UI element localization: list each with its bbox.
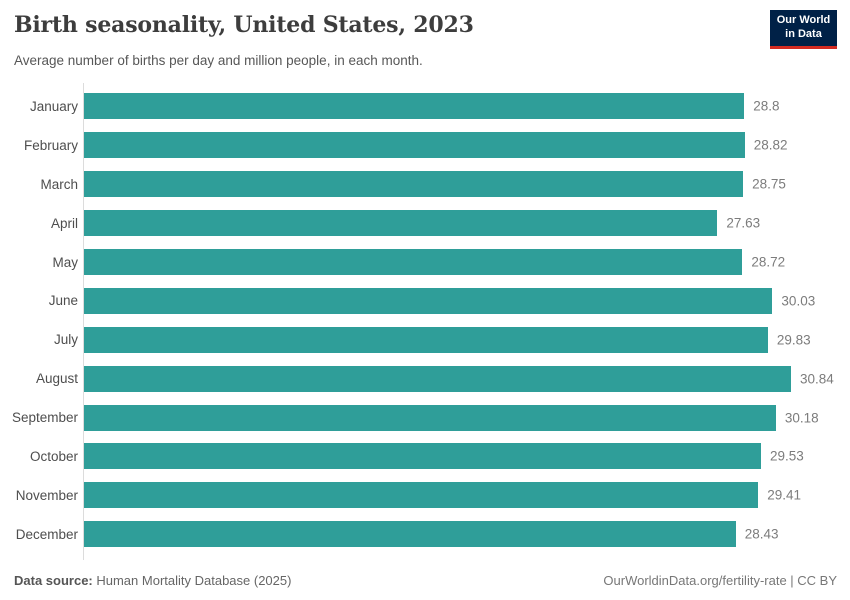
bar[interactable] [84, 326, 768, 353]
chart-row: March 28.75 [0, 165, 850, 204]
chart-row: August 30.84 [0, 359, 850, 398]
bar-track: 29.53 [84, 443, 850, 470]
chart-row: May 28.72 [0, 243, 850, 282]
bar[interactable] [84, 521, 736, 548]
chart-row: November 29.41 [0, 476, 850, 515]
chart-row: October 29.53 [0, 437, 850, 476]
category-label: December [15, 526, 78, 542]
data-source: Data source: Human Mortality Database (2… [14, 573, 291, 588]
category-label: June [48, 293, 78, 309]
chart-row: June 30.03 [0, 281, 850, 320]
bar-track: 28.75 [84, 171, 850, 198]
bar-track: 29.83 [84, 326, 850, 353]
value-label: 30.03 [781, 293, 816, 309]
page-title: Birth seasonality, United States, 2023 [14, 12, 474, 38]
value-label: 29.53 [769, 448, 804, 464]
bar-track: 30.84 [84, 365, 850, 392]
bar[interactable] [84, 93, 745, 120]
bar[interactable] [84, 132, 745, 159]
footer: Data source: Human Mortality Database (2… [14, 573, 837, 588]
owid-logo-line1: Our World [776, 14, 831, 27]
bar-track: 28.82 [84, 132, 850, 159]
bar-track: 29.41 [84, 482, 850, 509]
value-label: 29.41 [767, 487, 801, 503]
bar[interactable] [84, 210, 718, 237]
value-label: 28.75 [752, 176, 786, 192]
category-label: January [29, 98, 78, 114]
category-label: July [53, 332, 78, 348]
bar[interactable] [84, 365, 791, 392]
bar[interactable] [84, 482, 759, 509]
bar[interactable] [84, 171, 744, 198]
category-label: November [15, 487, 78, 503]
bar-track: 28.8 [84, 93, 850, 120]
category-label: October [29, 448, 78, 464]
chart-row: January 28.8 [0, 87, 850, 126]
value-label: 29.83 [776, 332, 811, 348]
owid-logo-line2: in Data [785, 28, 822, 40]
value-label: 28.8 [753, 98, 780, 114]
category-label: April [50, 215, 78, 231]
bar[interactable] [84, 287, 773, 314]
bar[interactable] [84, 404, 776, 431]
bar[interactable] [84, 249, 743, 275]
owid-logo-text: Our World in Data [777, 14, 831, 42]
data-source-text: Human Mortality Database (2025) [92, 573, 292, 588]
chart-row: December 28.43 [0, 515, 850, 554]
data-source-label: Data source: [14, 573, 93, 588]
bar-track: 30.03 [84, 287, 850, 314]
value-label: 28.72 [751, 254, 786, 270]
chart-row: September 30.18 [0, 398, 850, 437]
bar-track: 28.43 [84, 521, 850, 548]
value-label: 30.84 [800, 371, 834, 387]
value-label: 30.18 [784, 410, 819, 426]
chart-row: April 27.63 [0, 204, 850, 243]
bar-chart: January 28.8 February 28.82 March 28.75 April 2… [0, 83, 850, 560]
category-label: February [23, 137, 78, 153]
page-subtitle: Average number of births per day and mil… [14, 53, 423, 68]
value-label: 28.82 [753, 137, 788, 153]
bar-track: 28.72 [84, 249, 850, 275]
bar-track: 30.18 [84, 404, 850, 431]
category-label: May [52, 254, 78, 270]
owid-logo[interactable]: Our World in Data [770, 10, 837, 49]
y-axis-line [83, 83, 84, 560]
category-label: September [11, 410, 78, 426]
credit-link[interactable]: OurWorldinData.org/fertility-rate | CC B… [603, 573, 837, 588]
value-label: 27.63 [726, 215, 761, 231]
category-label: March [40, 176, 78, 192]
value-label: 28.43 [744, 526, 779, 542]
chart-row: July 29.83 [0, 320, 850, 359]
bar[interactable] [84, 443, 761, 470]
chart-row: February 28.82 [0, 126, 850, 165]
category-label: August [35, 371, 78, 387]
bar-track: 27.63 [84, 210, 850, 237]
